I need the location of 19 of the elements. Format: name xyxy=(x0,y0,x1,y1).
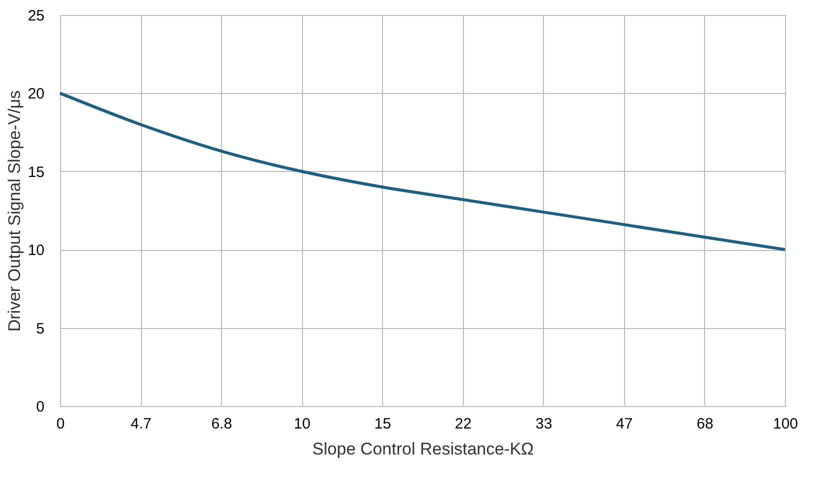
y-tick-label: 5 xyxy=(36,320,44,338)
x-tick-label: 15 xyxy=(374,416,392,432)
line-series xyxy=(58,92,786,252)
y-tick-label: 0 xyxy=(36,398,44,416)
y-tick-label: 15 xyxy=(28,164,44,181)
x-axis-title: Slope Control Resistance-KΩ xyxy=(312,440,534,458)
x-tick-label: 4.7 xyxy=(130,416,152,432)
x-tick-label: 6.8 xyxy=(211,416,232,432)
x-tick-label: 100 xyxy=(772,416,798,432)
x-tick-label: 22 xyxy=(454,416,472,432)
x-tick-label: 68 xyxy=(696,416,714,432)
y-tick-label: 20 xyxy=(28,86,44,103)
x-tick-label: 33 xyxy=(535,416,552,432)
y-tick-label: 10 xyxy=(28,242,44,260)
x-tick-label: 0 xyxy=(56,416,65,432)
x-tick-label: 10 xyxy=(294,416,311,432)
y-tick-label: 25 xyxy=(28,8,44,24)
x-tick-label: 47 xyxy=(616,416,633,432)
y-axis-title: Driver Output Signal Slope-V/μs xyxy=(4,90,24,332)
